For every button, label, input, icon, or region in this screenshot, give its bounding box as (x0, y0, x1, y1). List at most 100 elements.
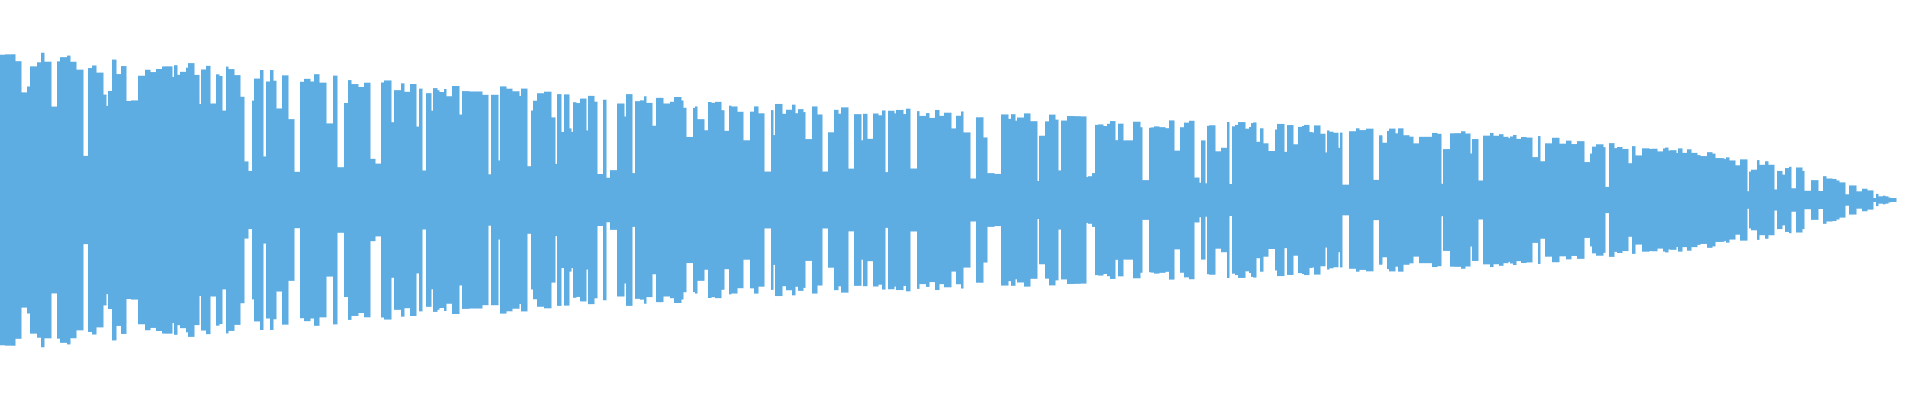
waveform-bar (1503, 136, 1509, 264)
waveform-bar (561, 131, 565, 269)
waveform-bar (1373, 179, 1380, 221)
waveform-bar (304, 78, 311, 322)
waveform-bar (1632, 146, 1636, 254)
waveform-bar (1845, 194, 1850, 206)
waveform-bar (1356, 128, 1360, 272)
waveform-bar (1209, 125, 1216, 275)
waveform-bar (177, 74, 181, 326)
waveform-bar (1333, 132, 1339, 268)
waveform-bar (721, 110, 725, 290)
waveform-bar (1777, 170, 1783, 230)
waveform-bar (1235, 124, 1239, 276)
waveform-bar (1432, 132, 1438, 268)
waveform-bar (1302, 125, 1305, 275)
waveform-bar (1055, 119, 1059, 281)
waveform-bar (1559, 143, 1567, 257)
waveform-bar (1268, 151, 1276, 249)
waveform-bar (1389, 128, 1396, 272)
waveform-bar (1017, 117, 1025, 283)
waveform-bar (1215, 151, 1222, 249)
waveform-bar (1207, 125, 1210, 275)
waveform-bar (1312, 132, 1315, 268)
waveform-bar (624, 116, 627, 284)
waveform-bar (795, 113, 799, 287)
waveform-bar (1493, 135, 1500, 265)
waveform-bar (1521, 136, 1527, 264)
waveform-bar (1382, 142, 1388, 258)
waveform-bar (314, 74, 320, 326)
waveform-bar (926, 113, 930, 287)
waveform-bar (1765, 161, 1769, 239)
waveform-bar (1526, 137, 1533, 263)
waveform-bar (1229, 183, 1233, 217)
waveform-bar (206, 65, 211, 335)
waveform-bar (260, 70, 264, 330)
waveform-bar (597, 174, 604, 226)
waveform-bar (906, 108, 911, 292)
waveform-bar (201, 69, 207, 331)
waveform-bar (273, 80, 277, 320)
waveform-bar (108, 90, 113, 310)
waveform-bar (1571, 144, 1578, 256)
waveform-bar (276, 108, 283, 292)
waveform-bar (1628, 163, 1633, 237)
waveform-bar (894, 113, 897, 287)
waveform-bar (188, 63, 195, 337)
waveform-bar (557, 94, 562, 306)
waveform-bar (841, 107, 849, 293)
waveform-bar (1721, 158, 1725, 242)
waveform-bar (506, 88, 513, 312)
waveform-bar (903, 114, 907, 286)
waveform-bar (594, 101, 598, 299)
waveform-bar (1293, 144, 1299, 256)
waveform-bar (1826, 178, 1833, 222)
waveform-bar (1649, 148, 1653, 252)
waveform-bar (527, 166, 532, 234)
waveform-bar (994, 173, 1002, 227)
waveform-bar (1329, 131, 1334, 269)
waveform-bar (531, 110, 534, 290)
waveform-bar (165, 66, 173, 334)
waveform-bar (180, 71, 187, 329)
waveform-bar (533, 100, 538, 300)
waveform-bar (416, 126, 420, 274)
waveform-bar (873, 113, 879, 287)
waveform-bar (67, 55, 71, 345)
waveform-bar (1832, 178, 1837, 222)
waveform-bar (1126, 140, 1134, 260)
waveform-bar (27, 86, 31, 314)
waveform-bar (37, 62, 42, 338)
waveform-bar (1657, 151, 1664, 249)
waveform-bar (252, 100, 255, 300)
waveform-bar (1245, 128, 1250, 272)
waveform-bar (1532, 157, 1539, 243)
waveform-bar (1443, 149, 1451, 251)
waveform-bar (1049, 114, 1056, 286)
waveform-bar (822, 171, 829, 229)
waveform-bar (812, 106, 818, 294)
waveform-bar (1232, 126, 1236, 274)
waveform-bar (704, 130, 709, 270)
waveform-bar (294, 171, 301, 229)
waveform-bar (1724, 159, 1727, 241)
waveform-bar (1340, 132, 1343, 268)
waveform-bar (248, 170, 253, 230)
waveform-bar (462, 91, 470, 309)
waveform-bar (1596, 144, 1604, 256)
waveform-bar (103, 94, 107, 306)
waveform-bar (433, 88, 438, 312)
waveform-bar (1074, 116, 1081, 284)
waveform-bar (1450, 133, 1456, 267)
waveform-bar (1729, 160, 1736, 240)
waveform-bar (1338, 147, 1341, 253)
waveform-bar (1856, 191, 1863, 209)
waveform-bar (1867, 190, 1874, 210)
waveform-bar (1749, 171, 1752, 229)
waveform-bar (491, 94, 499, 306)
waveform-bar (686, 136, 694, 264)
waveform-bar (1201, 140, 1206, 260)
waveform-bar (512, 91, 520, 309)
waveform-bar (1642, 148, 1650, 252)
waveform-bar (1379, 135, 1383, 265)
waveform-bar (1086, 177, 1089, 223)
